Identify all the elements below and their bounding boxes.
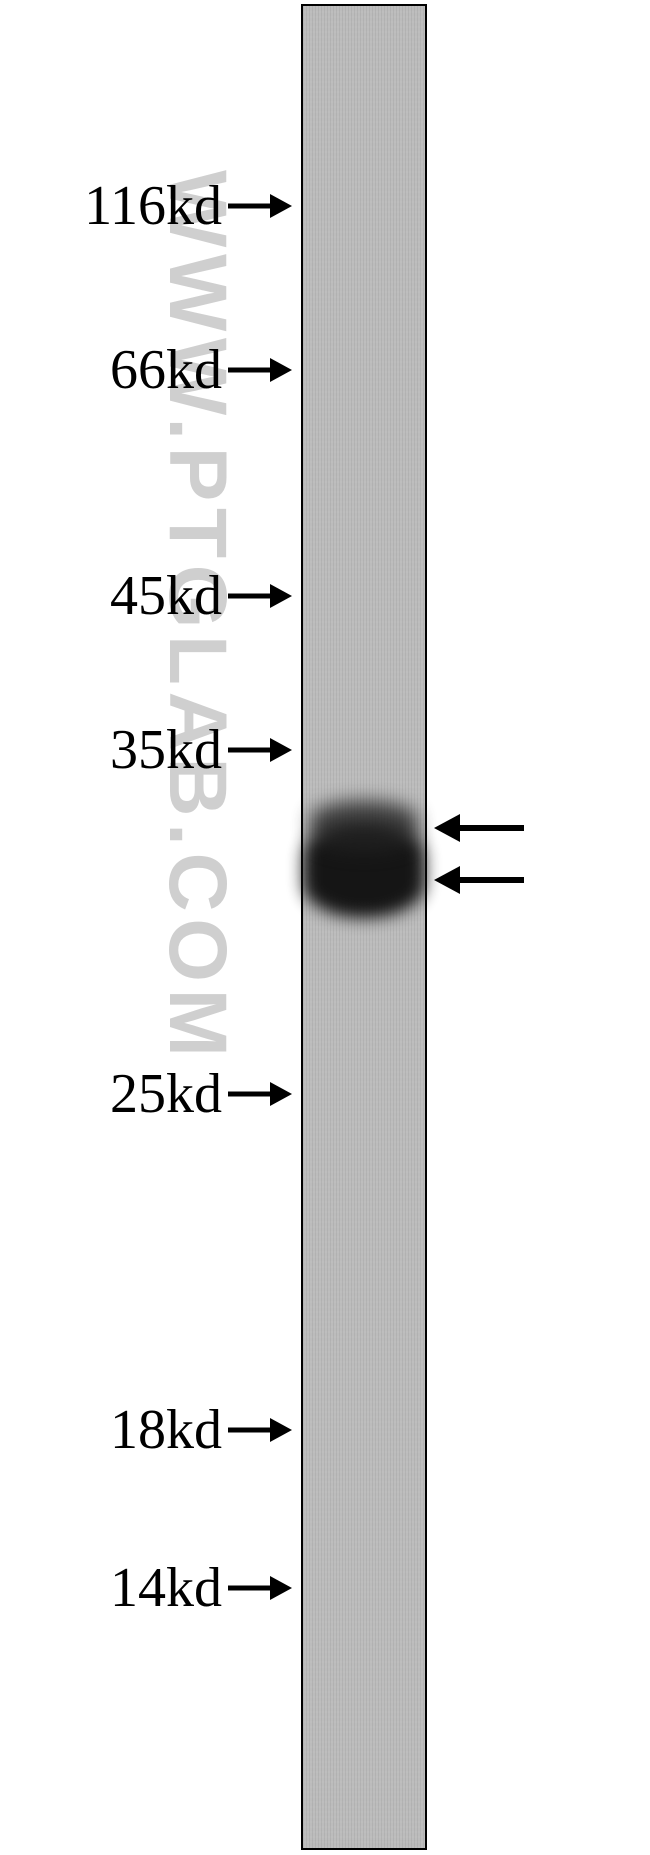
protein-band-1 <box>310 800 418 852</box>
mw-marker-label: 45kd <box>110 564 222 628</box>
lane-noise-overlay <box>303 6 425 1848</box>
mw-marker-label: 35kd <box>110 718 222 782</box>
arrow-right-icon <box>228 1576 292 1600</box>
mw-marker-label: 18kd <box>110 1398 222 1462</box>
arrow-right-icon <box>228 1082 292 1106</box>
band-pointer-arrow-0 <box>434 814 524 842</box>
mw-marker-116kd: 116kd <box>84 174 292 238</box>
mw-marker-66kd: 66kd <box>110 338 292 402</box>
blot-figure: WWW.PTGLAB.COM 116kd66kd45kd35kd25kd18kd… <box>0 0 650 1855</box>
mw-marker-label: 66kd <box>110 338 222 402</box>
arrow-right-icon <box>228 194 292 218</box>
arrow-right-icon <box>228 738 292 762</box>
gel-lane <box>301 4 427 1850</box>
mw-marker-45kd: 45kd <box>110 564 292 628</box>
mw-marker-label: 14kd <box>110 1556 222 1620</box>
mw-marker-35kd: 35kd <box>110 718 292 782</box>
arrow-right-icon <box>228 358 292 382</box>
mw-marker-18kd: 18kd <box>110 1398 292 1462</box>
mw-marker-label: 116kd <box>84 174 222 238</box>
mw-marker-25kd: 25kd <box>110 1062 292 1126</box>
mw-marker-14kd: 14kd <box>110 1556 292 1620</box>
band-pointer-arrow-1 <box>434 866 524 894</box>
arrow-right-icon <box>228 584 292 608</box>
arrow-right-icon <box>228 1418 292 1442</box>
mw-marker-label: 25kd <box>110 1062 222 1126</box>
